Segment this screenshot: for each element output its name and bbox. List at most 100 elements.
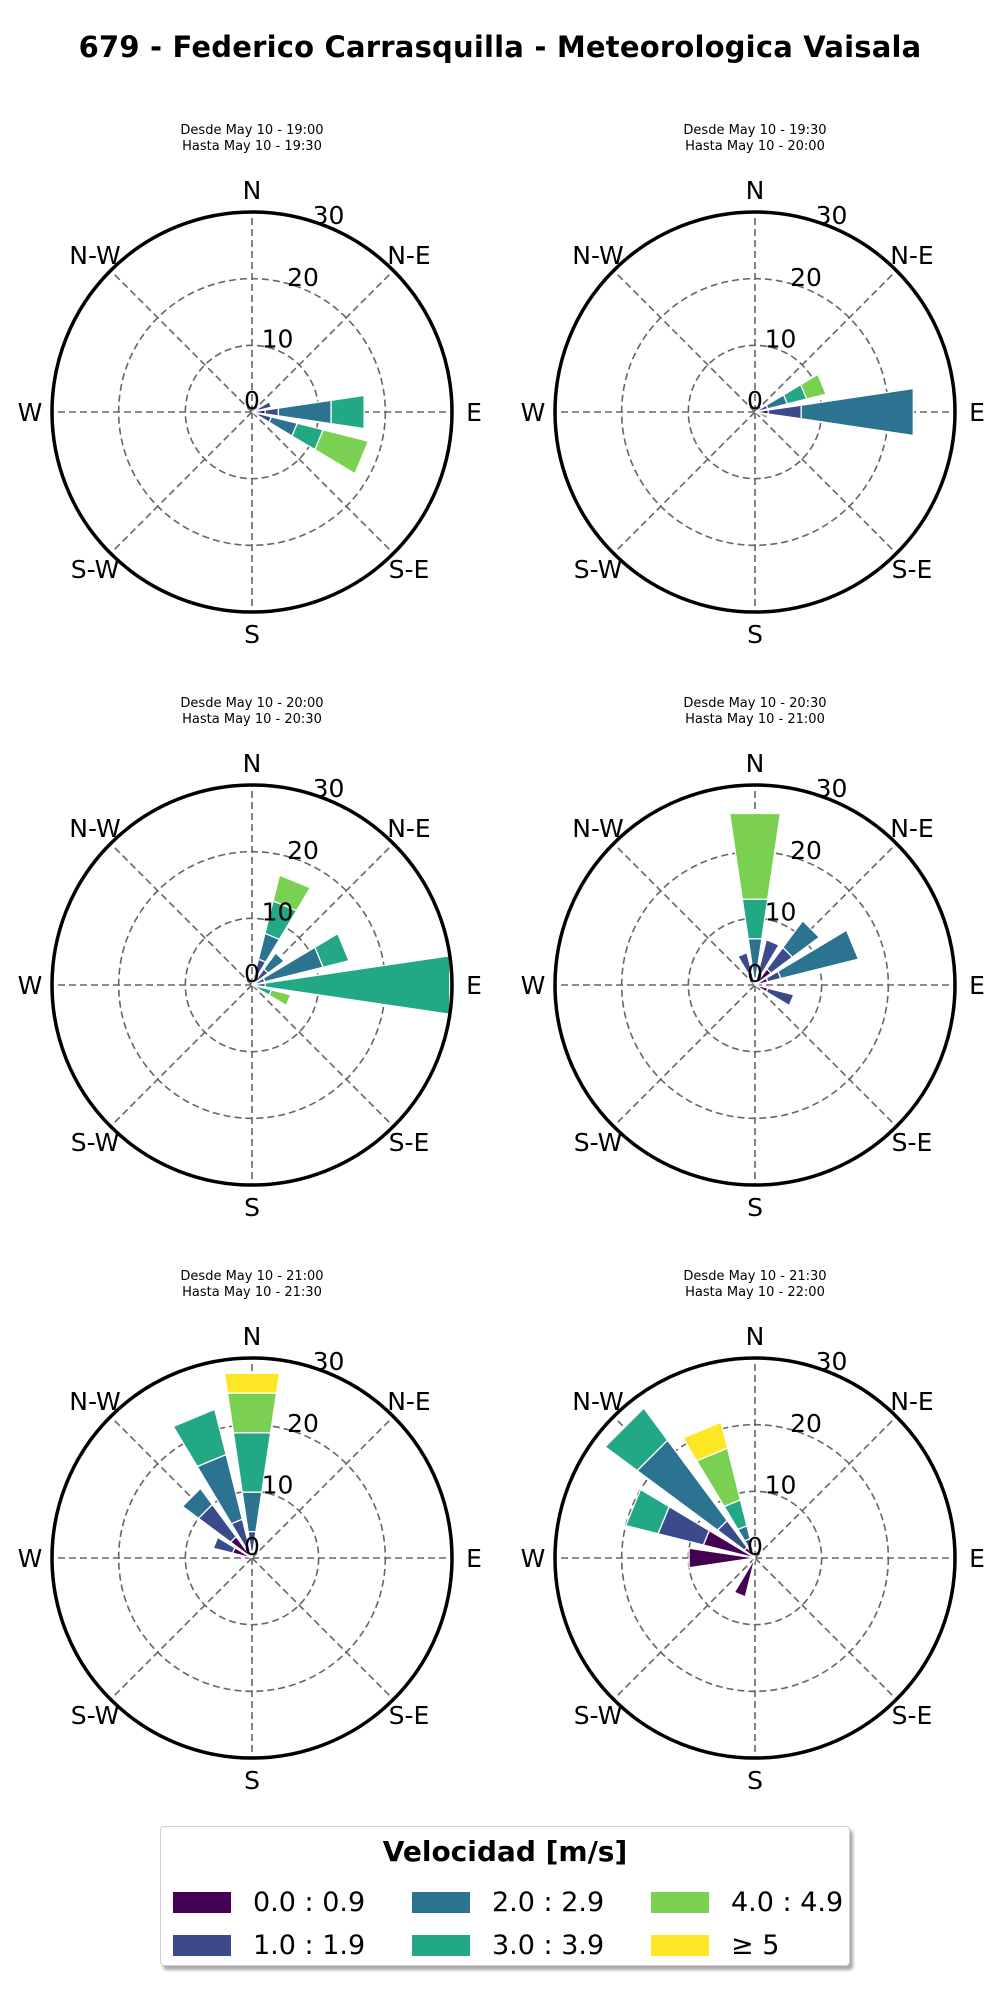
direction-label: S (747, 620, 763, 649)
wind-bar-segment (263, 951, 286, 974)
radial-gridline (251, 984, 394, 1127)
direction-label: N-W (572, 241, 623, 270)
direction-label: E (466, 398, 482, 427)
panel-subtitle-to: Hasta May 10 - 20:00 (685, 139, 825, 154)
radial-tick-label: 0 (747, 1532, 763, 1561)
direction-label: W (18, 398, 43, 427)
direction-label: N-W (69, 814, 120, 843)
radial-gridline (110, 843, 253, 986)
direction-label: S-W (574, 1701, 623, 1730)
legend-swatch (651, 1934, 709, 1956)
legend-label: 2.0 : 2.9 (492, 1886, 605, 1918)
wind-bar-segment (330, 394, 365, 430)
direction-label: S (747, 1766, 763, 1795)
radial-tick-label: 10 (765, 1470, 797, 1499)
wind-bar-segment (314, 932, 350, 968)
legend-item: 1.0 : 1.9 (173, 1925, 365, 1965)
radial-tick-label: 20 (287, 836, 319, 865)
direction-label: N-E (387, 814, 431, 843)
wind-bar-segment (314, 429, 370, 475)
panel-subtitle-from: Desde May 10 - 20:30 (683, 696, 826, 711)
radial-tick-label: 0 (747, 959, 763, 988)
radial-tick-label: 10 (765, 324, 797, 353)
radial-gridline (613, 270, 756, 413)
direction-label: E (969, 1544, 985, 1573)
direction-label: N-W (69, 241, 120, 270)
wind-bar-segment (624, 1488, 671, 1535)
radial-tick-label: 20 (790, 263, 822, 292)
radial-tick-label: 30 (313, 201, 345, 230)
direction-label: N-W (572, 814, 623, 843)
direction-label: S (244, 1766, 260, 1795)
wind-bar-segment (765, 987, 795, 1007)
wind-bar-segment (604, 1407, 669, 1472)
radial-tick-label: 30 (816, 1347, 848, 1376)
direction-label: W (18, 1544, 43, 1573)
direction-label: N (746, 1322, 765, 1351)
direction-label: S-W (71, 1128, 120, 1157)
radial-tick-label: 20 (790, 1409, 822, 1438)
legend-swatch (173, 1891, 231, 1913)
radial-gridline (754, 984, 897, 1127)
direction-label: N-E (387, 241, 431, 270)
legend-label: 3.0 : 3.9 (492, 1929, 605, 1961)
radial-gridline (251, 1416, 394, 1559)
radial-tick-label: 0 (244, 386, 260, 415)
legend-item: 3.0 : 3.9 (412, 1925, 604, 1965)
outer-circle (50, 210, 454, 614)
direction-label: N (746, 749, 765, 778)
ring-gridline (620, 1423, 890, 1693)
panel-subtitle-from: Desde May 10 - 21:00 (180, 1269, 323, 1284)
direction-label: S-E (389, 1701, 430, 1730)
wind-bar-segment (736, 951, 753, 975)
ring-gridline (117, 277, 387, 547)
radial-tick-label: 20 (287, 263, 319, 292)
radial-gridline (251, 411, 394, 554)
outer-circle (50, 783, 454, 1187)
radial-gridline (110, 1557, 253, 1700)
radial-gridline (754, 1557, 897, 1700)
legend-label: 4.0 : 4.9 (731, 1886, 844, 1918)
direction-label: S-W (574, 1128, 623, 1157)
radial-tick-label: 10 (262, 324, 294, 353)
outer-circle (553, 210, 957, 614)
radial-gridline (613, 1557, 756, 1700)
direction-label: N-W (572, 1387, 623, 1416)
wind-bar-segment (733, 1557, 756, 1598)
legend-title: Velocidad [m/s] (382, 1835, 628, 1868)
radial-tick-label: 30 (313, 1347, 345, 1376)
wind-bar-segment (223, 1372, 281, 1394)
direction-label: W (521, 971, 546, 1000)
radial-tick-label: 0 (244, 959, 260, 988)
direction-label: S-E (892, 1128, 933, 1157)
legend-item: ≥ 5 (651, 1925, 779, 1965)
direction-label: E (466, 1544, 482, 1573)
legend-label: 1.0 : 1.9 (253, 1929, 366, 1961)
panel-subtitle-to: Hasta May 10 - 21:30 (182, 1285, 322, 1300)
wind-bar-segment (226, 1392, 278, 1434)
radial-gridline (613, 411, 756, 554)
wind-bar-segment (781, 919, 821, 959)
radial-tick-label: 20 (287, 1409, 319, 1438)
direction-label: S-W (71, 1701, 120, 1730)
figure-title: 679 - Federico Carrasquilla - Meteorolog… (78, 30, 922, 64)
radial-gridline (110, 270, 253, 413)
radial-gridline (754, 270, 897, 413)
wind-bar-segment (688, 1547, 756, 1569)
radial-tick-label: 10 (262, 1470, 294, 1499)
direction-label: N (243, 749, 262, 778)
legend-item: 2.0 : 2.9 (412, 1882, 604, 1922)
legend-item: 4.0 : 4.9 (651, 1882, 843, 1922)
direction-label: E (969, 971, 985, 1000)
legend-item: 0.0 : 0.9 (173, 1882, 365, 1922)
legend-label: ≥ 5 (731, 1929, 780, 1961)
radial-gridline (754, 1416, 897, 1559)
ring-gridline (687, 1490, 823, 1626)
direction-label: S (244, 1193, 260, 1222)
wind-bar-segment (728, 812, 782, 900)
wind-bar-segment (241, 1491, 263, 1533)
direction-label: N-E (890, 814, 934, 843)
legend-swatch (412, 1891, 470, 1913)
